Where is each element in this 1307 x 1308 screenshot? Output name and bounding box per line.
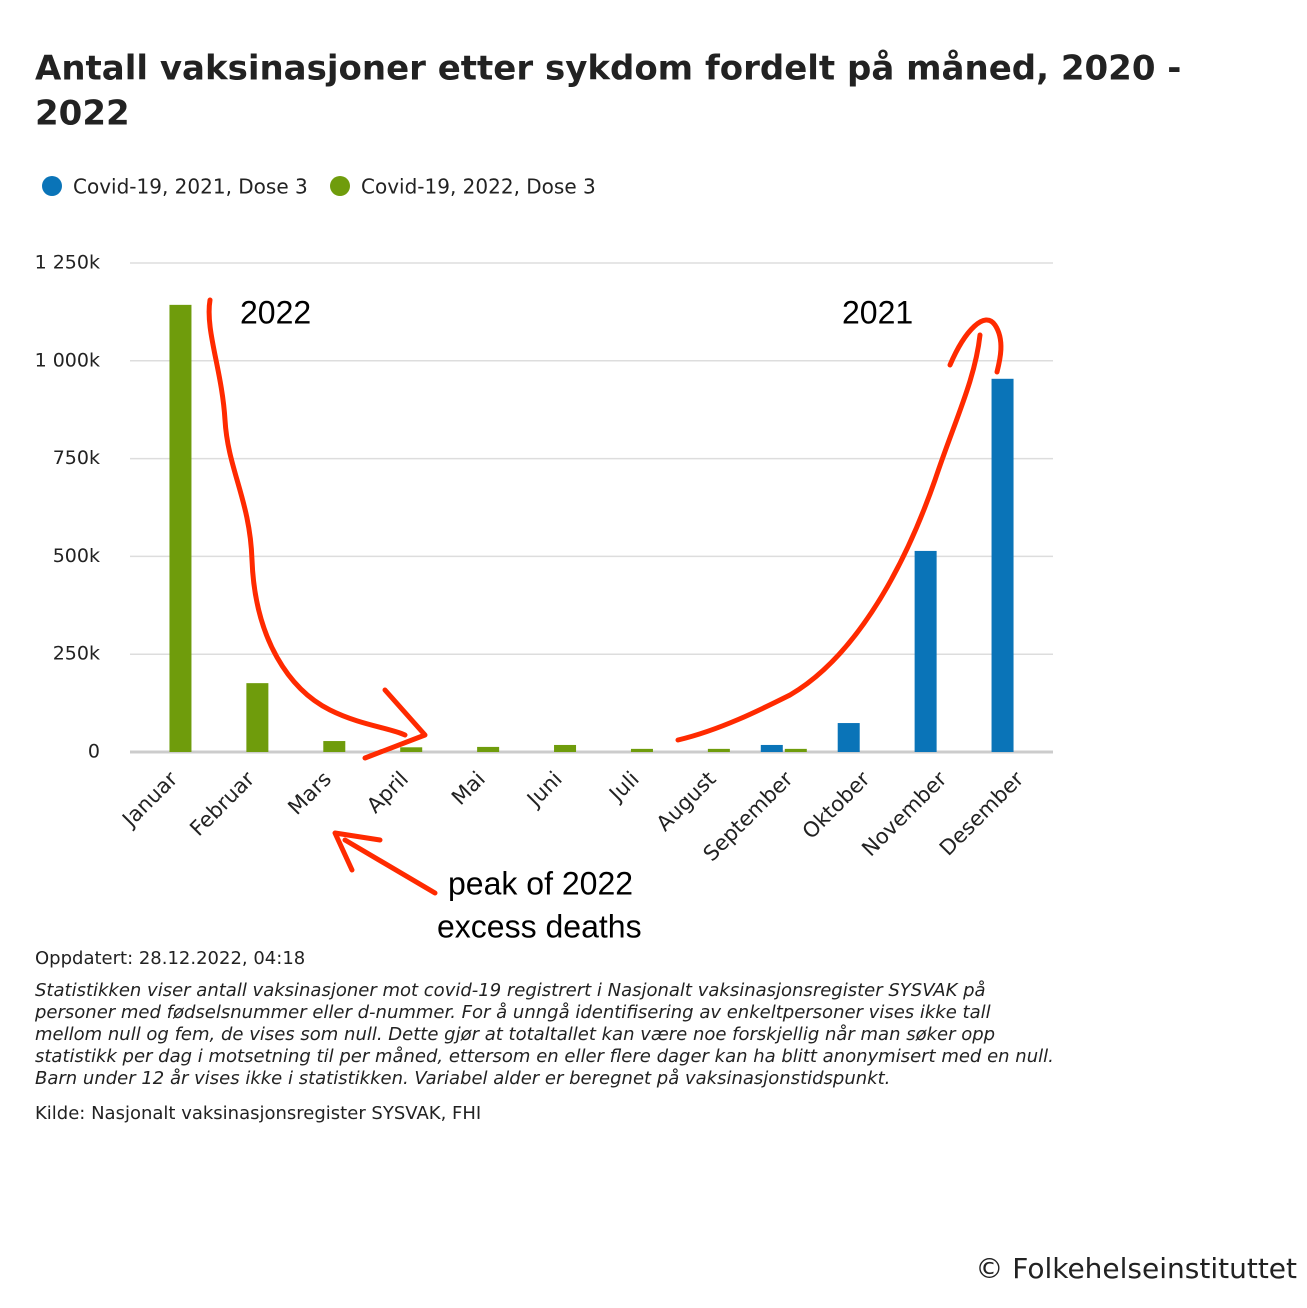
- x-tick-label: August: [652, 767, 721, 836]
- copyright: © Folkehelseinstituttet: [975, 1252, 1297, 1285]
- arrow-peak: [342, 837, 438, 896]
- arrow-2021-head: [947, 317, 1004, 375]
- arrow-2022-head: [362, 687, 428, 761]
- arrow-2022: [206, 297, 408, 738]
- bar: [914, 550, 937, 752]
- arrow-2021: [675, 332, 983, 743]
- x-tick-label: Desember: [935, 767, 1029, 861]
- y-tick-label: 250k: [53, 643, 100, 665]
- y-tick-label: 1 000k: [35, 349, 100, 371]
- note-line: Statistikken viser antall vaksinasjoner …: [35, 980, 986, 1001]
- bar: [169, 304, 192, 752]
- legend-label: Covid-19, 2022, Dose 3: [361, 175, 596, 199]
- x-tick-label: Oktober: [798, 767, 875, 844]
- updated: Oppdatert: 28.12.2022, 04:18: [35, 948, 305, 969]
- chart-title: 2022: [35, 94, 130, 134]
- x-tick-label: Juni: [521, 767, 567, 813]
- annotation: excess deaths: [437, 908, 642, 944]
- bar: [760, 744, 783, 752]
- bar: [707, 748, 730, 752]
- x-tick-label: Mai: [447, 767, 490, 810]
- x-tick-label: Mars: [283, 767, 336, 820]
- bar: [246, 683, 269, 752]
- y-tick-label: 0: [88, 741, 100, 763]
- bar: [991, 378, 1014, 752]
- y-tick-label: 500k: [53, 545, 100, 567]
- x-tick-label: Januar: [116, 767, 182, 833]
- source: Kilde: Nasjonalt vaksinasjonsregister SY…: [35, 1103, 481, 1124]
- bar: [323, 741, 346, 752]
- bar: [477, 746, 500, 752]
- x-tick-label: April: [362, 767, 413, 818]
- note: Statistikken viser antall vaksinasjoner …: [34, 980, 1054, 1089]
- y-tick-label: 750k: [53, 447, 100, 469]
- bar: [554, 744, 577, 752]
- note-line: personer med fødselsnummer eller d-numme…: [34, 1002, 991, 1023]
- bar: [784, 748, 807, 752]
- arrow-peak-head: [332, 830, 383, 873]
- x-tick-label: Februar: [185, 767, 259, 841]
- annotation: 2021: [842, 294, 913, 330]
- annotation-arrows: [206, 297, 1004, 896]
- annotation: peak of 2022: [448, 865, 633, 901]
- annotation: 2022: [240, 294, 311, 330]
- legend-marker: [42, 176, 62, 196]
- legend-label: Covid-19, 2021, Dose 3: [73, 175, 308, 199]
- x-tick-label: Juli: [603, 767, 643, 807]
- y-tick-label: 1 250k: [35, 252, 100, 274]
- bar: [837, 723, 860, 752]
- chart-title: Antall vaksinasjoner etter sykdom fordel…: [35, 49, 1181, 89]
- bar: [630, 748, 653, 752]
- legend-marker: [330, 176, 350, 196]
- note-line: Barn under 12 år vises ikke i statistikk…: [35, 1068, 890, 1089]
- bar: [400, 747, 423, 752]
- note-line: statistikk per dag i motsetning til per …: [35, 1046, 1054, 1067]
- note-line: mellom null og fem, de vises som null. D…: [35, 1024, 995, 1045]
